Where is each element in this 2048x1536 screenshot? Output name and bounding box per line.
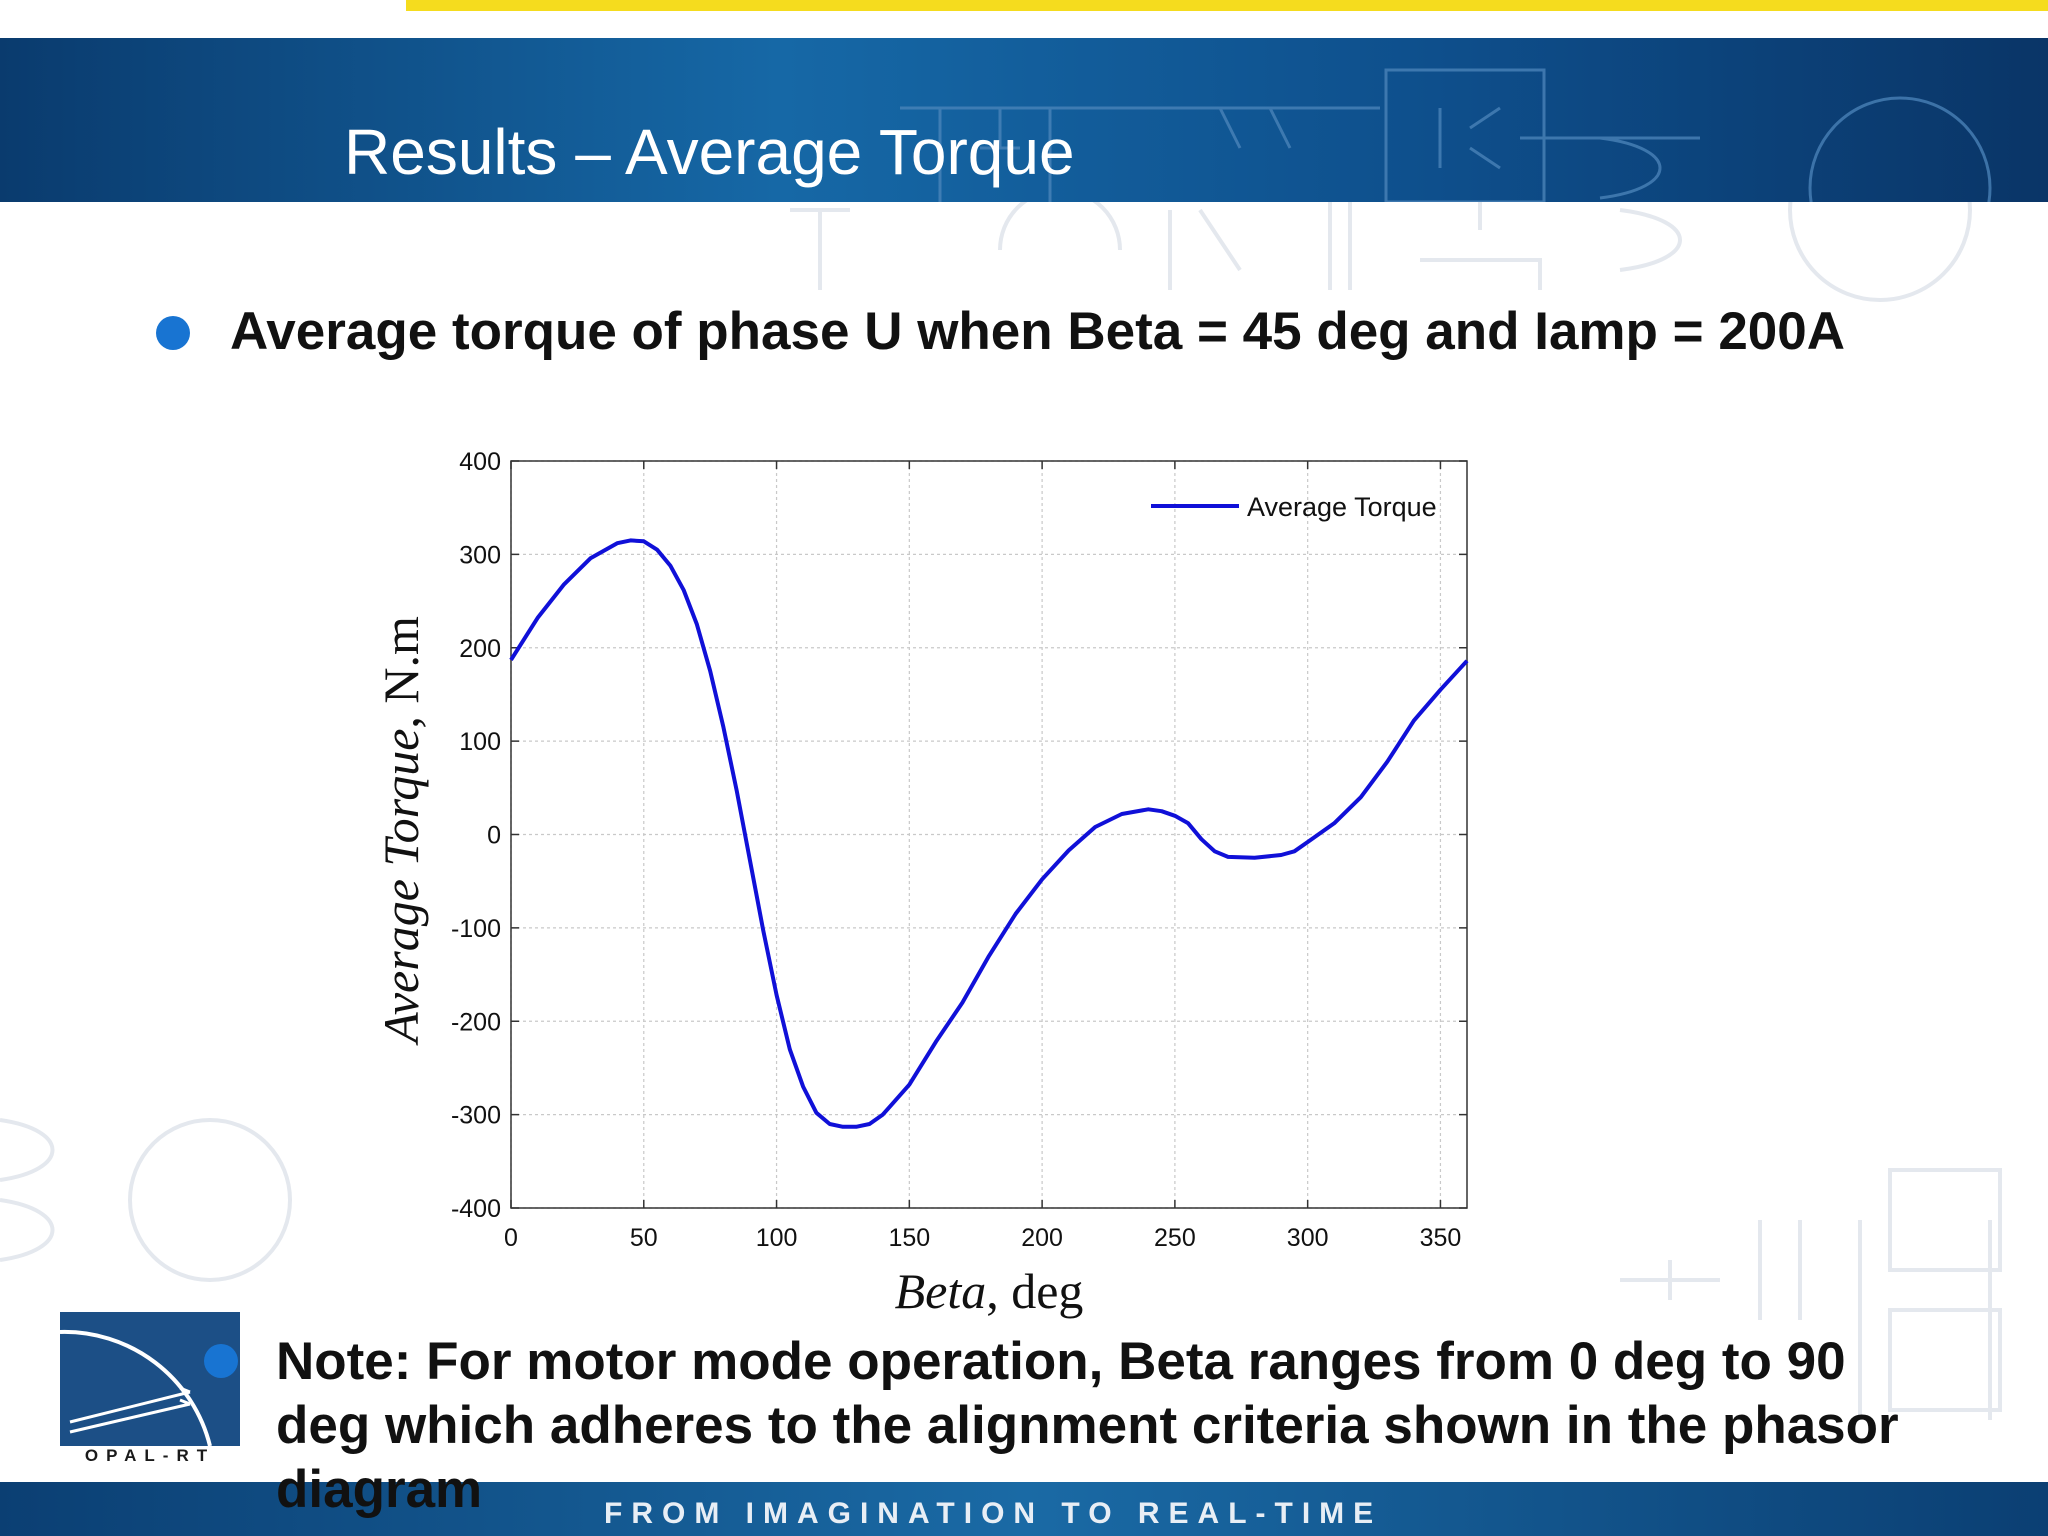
y-tick-label: 400 — [459, 448, 501, 476]
x-tick-label: 50 — [630, 1224, 658, 1252]
chart-svg: 0 50 100 150 200 250 300 350 -400 -300 -200 -100 0 10… — [373, 448, 1469, 1319]
x-axis-label-unit: , deg — [986, 1263, 1083, 1319]
y-tick-label: -400 — [451, 1195, 501, 1223]
y-tick-label: -200 — [451, 1008, 501, 1036]
y-axis-label-italic: Average Torque — [373, 729, 429, 1046]
chart-grid — [510, 460, 1467, 1209]
footer-tagline: FROM IMAGINATION TO REAL-TIME — [604, 1497, 1383, 1530]
x-tick-label: 250 — [1154, 1224, 1196, 1252]
y-tick-label: -300 — [451, 1102, 501, 1130]
bullet-text-average-torque: Average torque of phase U when Beta = 45… — [230, 302, 1846, 361]
average-torque-chart: 0 50 100 150 200 250 300 350 -400 -300 -200 -100 0 10… — [360, 440, 1500, 1320]
y-tick-label: -100 — [451, 915, 501, 943]
x-tick-label: 350 — [1420, 1224, 1462, 1252]
top-accent-bar — [406, 0, 2048, 11]
logo-text: OPAL-RT — [84, 1446, 216, 1465]
series-line-average-torque — [509, 538, 1469, 1129]
y-axis-label-unit: , N.m — [373, 616, 429, 729]
y-tick-label: 300 — [459, 541, 501, 569]
opal-rt-logo — [60, 1312, 240, 1447]
footer-band — [0, 1482, 2048, 1536]
x-tick-label: 100 — [756, 1224, 798, 1252]
y-tick-label: 200 — [459, 635, 501, 663]
series-layer — [509, 538, 1469, 1129]
x-axis-label-italic: Beta — [895, 1263, 987, 1319]
bullet-text-note: Note: For motor mode operation, Beta ran… — [276, 1332, 1899, 1519]
slide-title: Results – Average Torque — [344, 116, 1075, 188]
y-tick-label: 100 — [459, 728, 501, 756]
legend-label: Average Torque — [1247, 492, 1437, 522]
y-axis-label: Average Torque, N.m — [373, 616, 429, 1046]
chart-legend: Average Torque — [1151, 492, 1437, 522]
header-band — [0, 38, 2048, 202]
x-axis-label: Beta, deg — [895, 1263, 1084, 1319]
header-circuit-decoration — [900, 68, 1992, 202]
axis-ticks: 0 50 100 150 200 250 300 350 -400 -300 -200 -100 0 10… — [451, 448, 1467, 1252]
x-tick-label: 200 — [1021, 1224, 1063, 1252]
bullet-dot — [204, 1344, 238, 1378]
bullet-dot — [156, 316, 190, 350]
x-tick-label: 300 — [1287, 1224, 1329, 1252]
x-tick-label: 150 — [888, 1224, 930, 1252]
y-tick-label: 0 — [487, 822, 501, 850]
x-tick-label: 0 — [504, 1224, 518, 1252]
